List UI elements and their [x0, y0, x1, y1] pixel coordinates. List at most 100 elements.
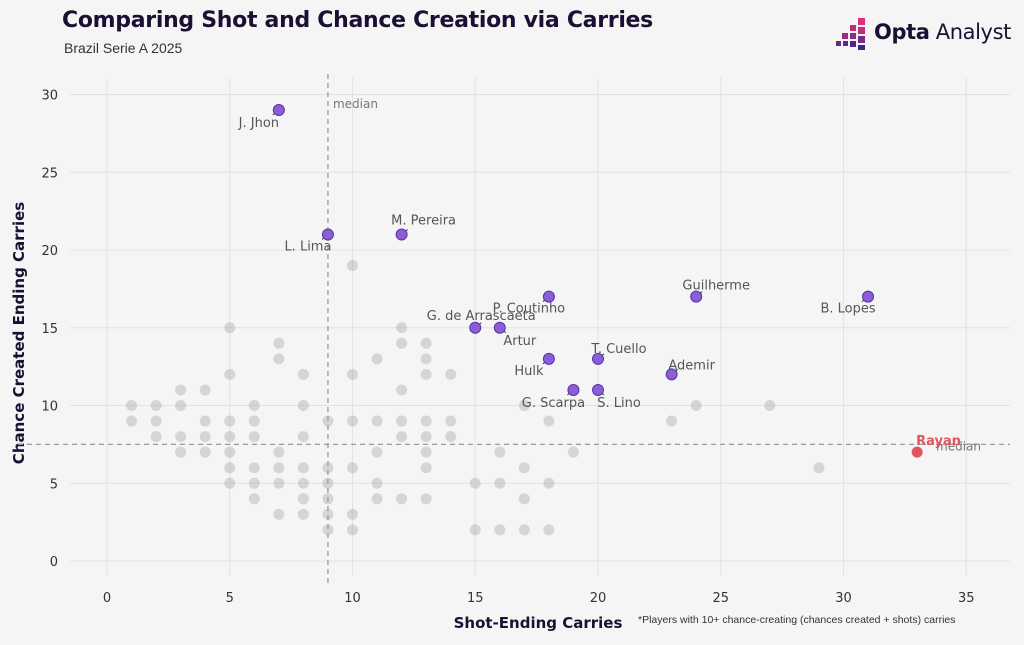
point-label: Guilherme	[682, 279, 750, 294]
scatter-point	[494, 446, 506, 458]
chart-title: Comparing Shot and Chance Creation via C…	[62, 8, 653, 33]
scatter-point	[469, 477, 481, 489]
scatter-point	[543, 415, 555, 427]
point-label: B. Lopes	[820, 302, 875, 317]
point-label: M. Pereira	[391, 213, 456, 228]
scatter-point	[396, 337, 408, 349]
scatter-point	[322, 415, 334, 427]
scatter-point	[518, 462, 530, 474]
scatter-point	[396, 384, 408, 396]
scatter-point	[273, 477, 285, 489]
x-tick-label: 25	[712, 591, 729, 606]
scatter-point	[199, 415, 211, 427]
highlighted-point	[272, 104, 285, 117]
scatter-point	[297, 477, 309, 489]
point-label: Artur	[503, 334, 537, 349]
scatter-point	[347, 462, 358, 474]
scatter-point	[347, 508, 358, 520]
scatter-point	[126, 415, 138, 427]
opta-analyst-logo: Opta Analyst	[836, 16, 1011, 52]
point-label: G. de Arrascaeta	[427, 309, 536, 324]
scatter-point	[518, 493, 530, 505]
scatter-point	[322, 462, 334, 474]
scatter-point	[371, 493, 383, 505]
footnote: *Players with 10+ chance-creating (chanc…	[638, 614, 956, 626]
scatter-point	[494, 524, 506, 536]
scatter-point	[248, 431, 260, 443]
scatter-point	[518, 524, 530, 536]
scatter-point	[347, 524, 358, 536]
focus-point-label: Rayan	[916, 434, 961, 449]
scatter-point	[420, 337, 432, 349]
scatter-point	[347, 260, 358, 272]
point-label: Hulk	[514, 364, 544, 379]
y-tick-label: 10	[41, 400, 58, 415]
highlighted-point	[469, 321, 482, 334]
scatter-point	[273, 353, 285, 365]
scatter-point	[813, 462, 825, 474]
scatter-point	[224, 446, 236, 458]
scatter-point	[248, 477, 260, 489]
median-y-label: median	[936, 439, 981, 453]
scatter-point	[126, 400, 138, 411]
scatter-point	[199, 446, 211, 458]
scatter-point	[396, 415, 408, 427]
scatter-point	[224, 431, 236, 443]
scatter-point	[175, 384, 187, 396]
x-tick-label: 15	[467, 591, 484, 606]
x-tick-label: 10	[344, 591, 361, 606]
scatter-point	[371, 446, 383, 458]
highlighted-point	[567, 383, 580, 396]
highlighted-point	[592, 383, 604, 396]
scatter-point	[396, 431, 408, 443]
x-tick-label: 30	[835, 591, 852, 606]
median-x-label: median	[333, 97, 378, 111]
scatter-point	[248, 400, 260, 411]
scatter-point	[273, 462, 285, 474]
scatter-point	[175, 431, 187, 443]
scatter-point	[297, 508, 309, 520]
y-axis-label: Chance Created Ending Carries	[10, 202, 28, 464]
scatter-point	[248, 415, 260, 427]
scatter-point	[224, 462, 236, 474]
scatter-point	[273, 508, 285, 520]
highlighted-point	[542, 352, 555, 365]
scatter-point	[297, 368, 309, 380]
scatter-point	[150, 431, 162, 443]
scatter-point	[322, 508, 334, 520]
scatter-point	[396, 493, 408, 505]
scatter-point	[420, 431, 432, 443]
scatter-point	[420, 368, 432, 380]
scatter-point	[543, 524, 555, 536]
highlighted-point	[862, 290, 875, 303]
scatter-point	[420, 493, 432, 505]
scatter-point	[371, 353, 383, 365]
scatter-point	[322, 524, 334, 536]
highlighted-point	[665, 368, 678, 381]
scatter-point	[175, 446, 187, 458]
scatter-point	[150, 415, 162, 427]
scatter-point	[322, 477, 334, 489]
scatter-point	[666, 415, 678, 427]
scatter-point	[322, 493, 334, 505]
scatter-point	[199, 384, 211, 396]
highlighted-point	[493, 321, 506, 334]
chart-subtitle: Brazil Serie A 2025	[64, 40, 183, 56]
scatter-point	[445, 415, 457, 427]
scatter-point	[248, 493, 260, 505]
point-label: L. Lima	[284, 239, 331, 254]
y-tick-label: 30	[41, 89, 58, 104]
scatter-point	[248, 462, 260, 474]
point-label: T. Cuello	[590, 342, 646, 357]
brand-name-light: Analyst	[929, 20, 1012, 44]
x-tick-label: 5	[226, 591, 234, 606]
brand-name: Opta Analyst	[874, 20, 1011, 44]
brand-name-bold: Opta	[874, 20, 930, 44]
scatter-point	[469, 524, 481, 536]
opta-logo-icon	[836, 18, 865, 50]
scatter-point	[567, 446, 579, 458]
point-label: S. Lino	[597, 396, 641, 411]
scatter-point	[420, 462, 432, 474]
x-tick-label: 0	[103, 591, 111, 606]
scatter-point	[445, 368, 457, 380]
